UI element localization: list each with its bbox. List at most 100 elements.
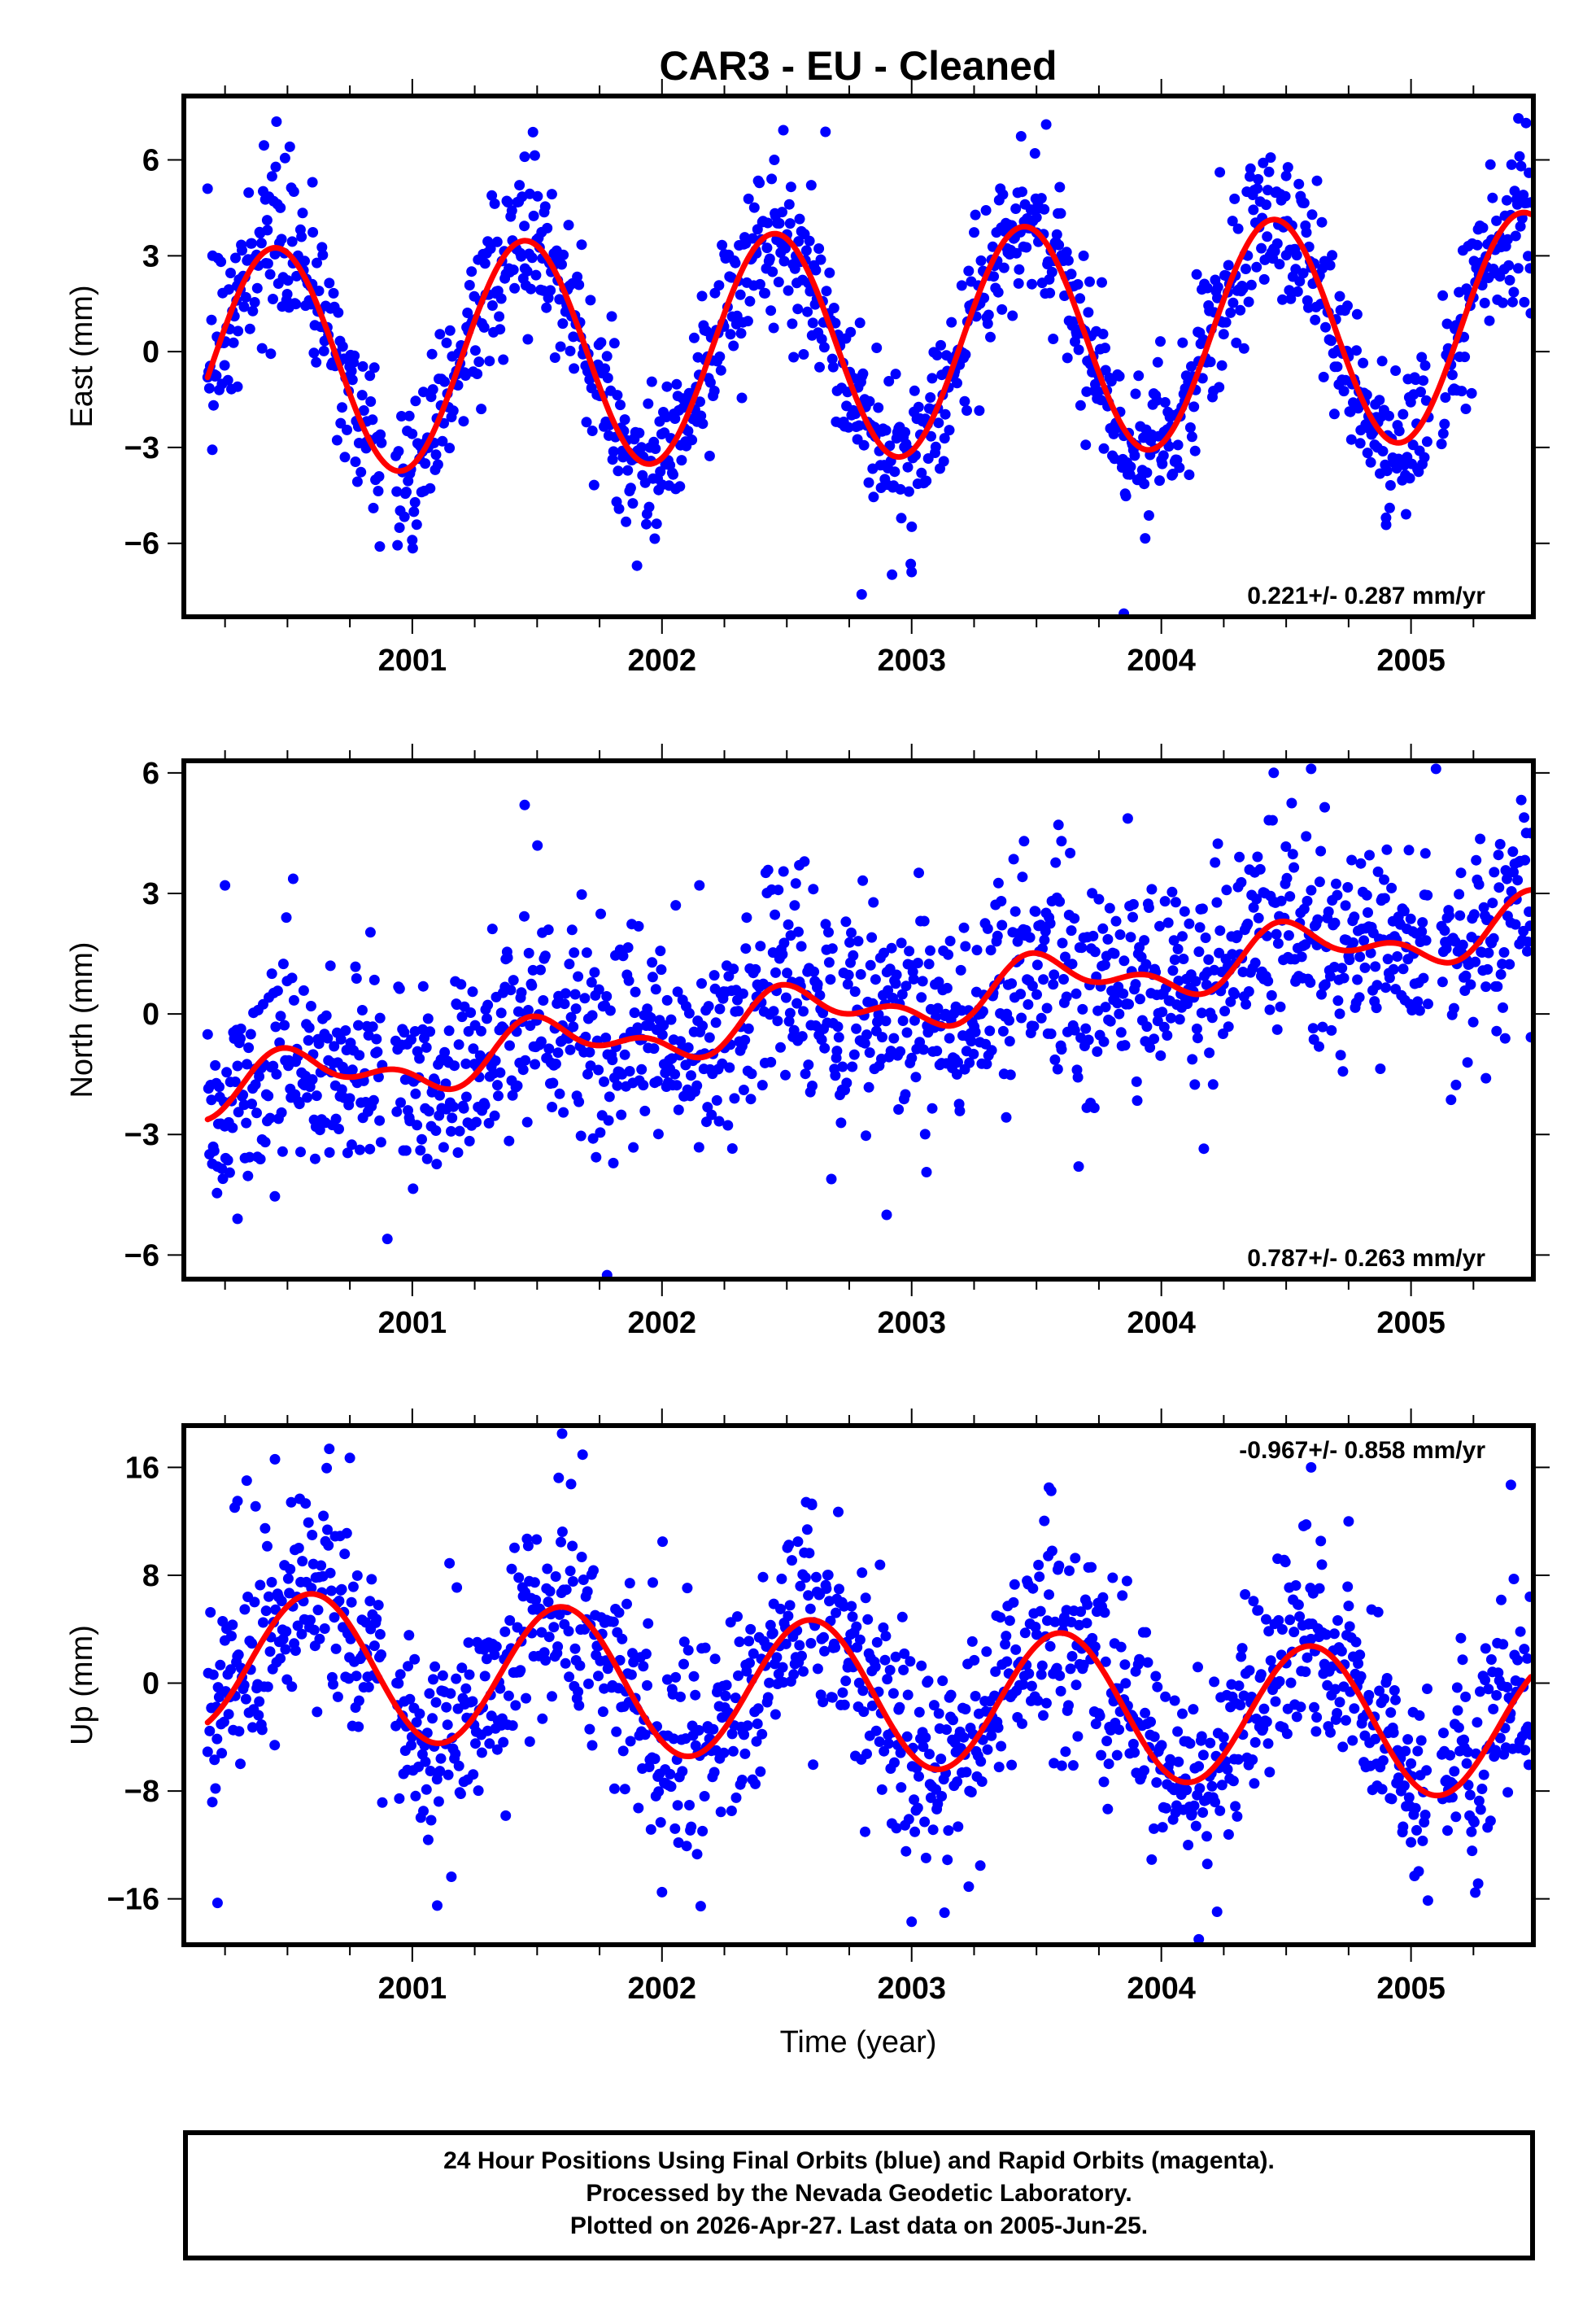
data-point [1439,418,1450,430]
data-point [1302,1652,1313,1663]
data-point [403,410,415,421]
data-point [584,1046,595,1058]
data-point [1329,917,1341,928]
data-point [1058,974,1069,985]
data-point [944,1033,955,1044]
data-point [543,924,554,936]
data-point [815,254,826,265]
data-point [233,1107,244,1118]
data-point [819,1645,830,1657]
data-point [1472,239,1483,251]
data-point [1293,1599,1304,1610]
data-point [1089,1641,1101,1653]
data-point [221,1067,233,1078]
data-point [697,418,709,430]
data-point [421,1727,433,1739]
data-point [770,1709,781,1720]
data-point [1083,1034,1094,1046]
data-point [1512,263,1524,274]
data-point [1107,1572,1119,1583]
data-point [1048,979,1059,990]
data-point [246,1638,258,1649]
data-point [766,173,778,185]
data-point [645,1012,656,1024]
data-point [1353,403,1364,414]
data-point [1049,1616,1061,1627]
data-point [735,289,746,300]
data-point [1189,445,1201,456]
data-point [1016,1012,1027,1024]
y-tick-label: 6 [142,757,159,791]
data-point [526,980,538,991]
data-point [1307,1023,1319,1034]
footer-line-orbits: 24 Hour Positions Using Final Orbits (bl… [443,2147,1275,2174]
data-point [364,1143,376,1155]
data-point [1485,159,1496,170]
data-point [392,539,403,551]
data-point [622,942,634,953]
data-point [794,859,805,871]
data-point [484,356,495,367]
data-point [264,1112,276,1124]
data-point [346,1139,357,1151]
data-point [804,235,815,247]
data-point [602,373,613,383]
data-point [1354,438,1366,449]
data-point [1319,979,1331,990]
data-point [684,1800,695,1810]
data-point [1342,1581,1354,1592]
data-point [603,1115,614,1126]
data-point [1066,269,1077,280]
data-point [1245,279,1257,290]
data-point [996,919,1008,931]
data-point [1187,1054,1198,1065]
data-point [951,1068,962,1080]
data-point [1419,1810,1431,1820]
data-point [639,1729,651,1740]
data-point [1056,1044,1067,1055]
data-point [853,420,865,431]
data-point [613,503,625,514]
data-point [780,992,791,1003]
data-point [1467,1845,1478,1857]
up-velocity-label: -0.967+/- 0.858 mm/yr [1239,1437,1485,1464]
data-point [648,1577,658,1588]
data-point [1306,1633,1317,1644]
x-tick-label: 2004 [1127,1306,1196,1340]
data-point [364,927,376,938]
x-tick-label: 2002 [628,644,697,678]
data-point [374,541,386,552]
data-point [1337,1066,1349,1077]
data-point [465,1007,477,1018]
data-point [1044,287,1056,299]
data-point [1475,1804,1486,1815]
data-point [1406,1837,1417,1848]
data-point [909,385,920,396]
data-point [1398,906,1410,917]
data-point [215,1659,226,1671]
data-point [1473,1795,1485,1806]
data-point [996,304,1008,315]
data-point [1066,925,1077,937]
data-point [888,1033,900,1044]
data-point [1178,954,1189,964]
data-point [1212,282,1223,293]
data-point [1262,231,1273,242]
data-point [1442,1825,1453,1837]
data-point [722,1120,734,1131]
data-point [887,569,898,580]
data-point [742,316,753,327]
data-point [670,1671,682,1683]
data-point [576,1552,587,1562]
data-point [622,465,634,476]
data-point [564,1671,575,1683]
data-point [1346,854,1358,866]
data-point [300,1498,312,1509]
data-point [1005,1069,1016,1081]
data-point [1197,903,1208,915]
data-point [1493,849,1504,861]
data-point [1056,1760,1067,1771]
x-tick-label: 2002 [628,1972,697,2006]
data-point [896,1782,907,1793]
data-point [1054,1670,1066,1681]
